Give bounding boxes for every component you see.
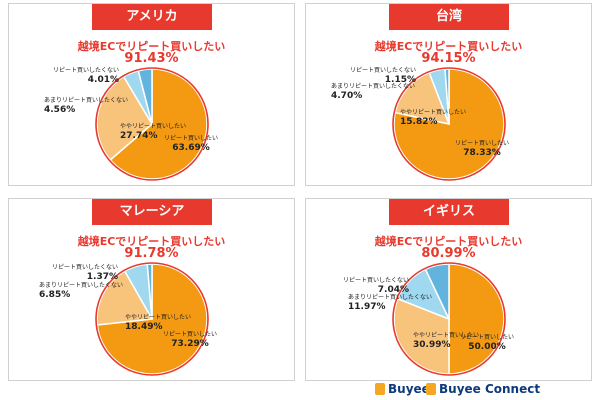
- pie-slice-2: [96, 270, 154, 326]
- headline-label: 越境ECでリピート買いしたい: [374, 40, 523, 53]
- slice-value: 50.00%: [468, 342, 506, 352]
- slice-name: ややリピート買いしたい: [400, 108, 466, 116]
- slice-name: あまりリピート買いしたくない: [39, 282, 123, 289]
- panel-title: イギリス: [389, 199, 509, 225]
- slice-name: ややリピート買いしたい: [120, 122, 186, 130]
- pie-outline: [95, 262, 209, 376]
- pie-slice-4: [424, 263, 450, 320]
- slice-name: ややリピート買いしたい: [413, 331, 479, 339]
- buyee-logo-text: Buyee: [388, 382, 430, 396]
- slice-value: 18.49%: [125, 322, 163, 332]
- pie-slice-2: [96, 75, 153, 161]
- panel-title: マレーシア: [92, 199, 212, 225]
- buyee-connect-logo-text: Buyee Connect: [439, 382, 541, 396]
- buyee-logo: Buyee: [375, 381, 430, 397]
- pie-slice-1: [109, 68, 208, 180]
- buyee-logo-mark-icon: [375, 383, 385, 395]
- headline-label: 越境ECでリピート買いしたい: [77, 40, 226, 53]
- slice-name: リピート買いしたい: [163, 331, 217, 338]
- slice-value: 63.69%: [172, 143, 210, 153]
- pie-slice-2: [393, 297, 450, 375]
- slice-value: 6.85%: [39, 290, 70, 300]
- chart-panel-usa: アメリカ 越境ECでリピート買いしたい 91.43% リピート買いしたい 63.6…: [8, 3, 295, 186]
- slice-value: 30.99%: [413, 340, 451, 350]
- pie-outline: [392, 262, 506, 376]
- slice-name: あまりリピート買いしたくない: [331, 83, 415, 90]
- headline-label: 越境ECでリピート買いしたい: [374, 235, 523, 248]
- panel-title: アメリカ: [92, 4, 212, 30]
- slice-value: 4.56%: [44, 105, 75, 115]
- slice-value: 4.01%: [88, 75, 119, 85]
- slice-value: 73.29%: [171, 339, 209, 349]
- buyee-connect-logo: Buyee Connect: [426, 381, 540, 397]
- pie-outline: [392, 67, 506, 181]
- pie-slice-1: [448, 263, 505, 375]
- headline-value: 91.78%: [124, 246, 179, 261]
- slice-value: 15.82%: [400, 117, 438, 127]
- pie-slice-4: [137, 68, 153, 125]
- pie-slice-4: [444, 68, 450, 125]
- slice-value: 27.74%: [120, 131, 158, 141]
- pie-slice-2: [394, 71, 451, 126]
- slice-name: リピート買いしたくない: [52, 264, 118, 271]
- slice-name: ややリピート買いしたい: [125, 313, 191, 321]
- headline-value: 91.43%: [124, 51, 179, 66]
- pie-slice-4: [146, 263, 153, 320]
- slice-value: 7.04%: [378, 285, 409, 295]
- slice-name: リピート買いしたくない: [53, 67, 119, 74]
- slice-value: 1.37%: [87, 272, 118, 282]
- slice-name: あまりリピート買いしたくない: [348, 294, 432, 301]
- slice-value: 78.33%: [463, 148, 501, 158]
- slice-name: リピート買いしたくない: [343, 277, 409, 284]
- slice-value: 1.15%: [385, 75, 416, 85]
- panel-title: 台湾: [389, 4, 509, 30]
- slice-name: リピート買いしたい: [455, 140, 509, 147]
- headline-label: 越境ECでリピート買いしたい: [77, 235, 226, 248]
- chart-panel-malaysia: マレーシア 越境ECでリピート買いしたい 91.78% リピート買いしたい 73.…: [8, 198, 295, 381]
- slice-value: 4.70%: [331, 91, 362, 101]
- pie-outline: [95, 67, 209, 181]
- headline-value: 94.15%: [421, 51, 476, 66]
- slice-name: リピート買いしたい: [460, 334, 514, 341]
- buyee-connect-logo-mark-icon: [426, 383, 436, 395]
- headline-value: 80.99%: [421, 246, 476, 261]
- slice-name: リピート買いしたい: [164, 135, 218, 142]
- pie-chart: リピート買いしたい63.69%ややリピート買いしたい27.74%あまりリピート買…: [44, 67, 218, 181]
- slice-name: リピート買いしたくない: [350, 67, 416, 74]
- slice-value: 11.97%: [348, 302, 386, 312]
- chart-panel-taiwan: 台湾 越境ECでリピート買いしたい 94.15% リピート買いしたい 78.33%…: [305, 3, 592, 186]
- pie-chart: リピート買いしたい73.29%ややリピート買いしたい18.49%あまりリピート買…: [39, 262, 217, 376]
- slice-name: あまりリピート買いしたくない: [44, 97, 128, 104]
- pie-chart: リピート買いしたい50.00%ややリピート買いしたい30.99%あまりリピート買…: [343, 262, 514, 376]
- chart-panel-uk: イギリス 越境ECでリピート買いしたい 80.99% リピート買いしたい 50.0…: [305, 198, 592, 381]
